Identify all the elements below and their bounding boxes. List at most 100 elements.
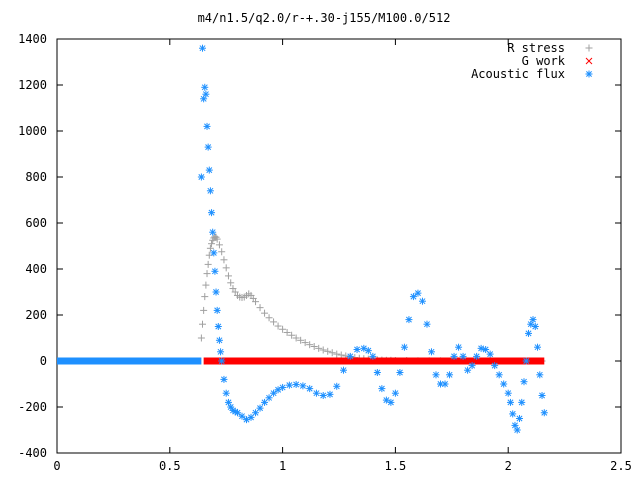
y-tick-label: -400 <box>18 446 47 460</box>
star-d2-stroke <box>207 187 214 194</box>
star-d2-stroke <box>206 167 213 174</box>
star-d2-stroke <box>293 381 300 388</box>
legend-swatch-acoustic-flux <box>585 70 593 78</box>
legend-swatch-g-work <box>585 57 593 65</box>
star-d2-stroke <box>201 84 208 91</box>
star-d2-stroke <box>205 144 212 151</box>
star-d2-stroke <box>257 405 264 412</box>
acoustic-flux-point <box>464 366 472 374</box>
acoustic-flux-point <box>441 380 449 388</box>
star-d2-stroke <box>405 316 412 323</box>
r-stress-point <box>301 339 309 347</box>
y-tick-label: 1200 <box>18 78 47 92</box>
r-stress-point <box>201 293 209 301</box>
r-stress-point <box>288 331 296 339</box>
acoustic-flux-point <box>495 371 503 379</box>
acoustic-flux-point <box>218 357 226 365</box>
acoustic-flux-point <box>373 369 381 376</box>
star-d2-stroke <box>270 390 277 397</box>
acoustic-flux-point <box>418 297 426 305</box>
star-d2-stroke <box>217 348 224 355</box>
star-d2-stroke <box>214 307 221 314</box>
acoustic-flux-point <box>473 352 481 360</box>
acoustic-flux-point <box>292 380 300 388</box>
r-stress-point <box>224 272 232 280</box>
acoustic-flux-point <box>233 409 241 417</box>
plot-frame <box>56 38 622 454</box>
acoustic-flux-point <box>197 173 205 181</box>
acoustic-flux-point <box>340 366 348 374</box>
acoustic-flux-point <box>515 415 523 422</box>
star-d2-stroke <box>446 371 453 378</box>
star-d2-stroke <box>500 381 507 387</box>
r-stress-point <box>252 298 260 306</box>
r-stress-point <box>222 264 230 272</box>
star-d2-stroke <box>505 390 512 397</box>
star-d2-stroke <box>532 323 539 330</box>
acoustic-flux-point <box>536 371 544 379</box>
y-tick-label: 800 <box>25 170 47 184</box>
star-d2-stroke <box>211 268 218 275</box>
acoustic-flux-point <box>513 426 521 434</box>
star-d2-stroke <box>200 95 207 102</box>
acoustic-flux-point <box>500 380 508 388</box>
star-d2-stroke <box>530 316 536 323</box>
r-stress-point <box>200 306 208 314</box>
acoustic-flux-point <box>414 289 422 297</box>
acoustic-flux-point <box>400 343 408 351</box>
star-d2-stroke <box>248 414 254 421</box>
acoustic-flux-point <box>238 412 246 420</box>
acoustic-flux-point <box>270 389 278 397</box>
r-stress-point <box>328 349 336 357</box>
acoustic-flux-point <box>455 343 463 351</box>
legend-swatch-r-stress <box>585 44 593 52</box>
star-d2-stroke <box>514 427 521 433</box>
acoustic-flux-point <box>211 267 219 275</box>
y-tick-label: -200 <box>18 400 47 414</box>
star-d2-stroke <box>478 345 485 352</box>
star-d2-stroke <box>511 422 518 429</box>
acoustic-flux-point <box>353 346 361 353</box>
star-d2-stroke <box>424 321 430 328</box>
star-d2-stroke <box>464 367 471 374</box>
r-stress-point <box>315 344 323 352</box>
star-d2-stroke <box>365 347 372 354</box>
acoustic-flux-point <box>491 362 499 370</box>
star-d2-stroke <box>210 249 217 256</box>
acoustic-flux-point <box>279 383 287 391</box>
acoustic-flux-point <box>209 228 217 236</box>
y-tick-label: 1400 <box>18 32 47 46</box>
acoustic-flux-point <box>214 323 222 330</box>
star-d2-stroke <box>234 409 241 416</box>
series-r-stress <box>197 233 546 365</box>
star-d2-stroke <box>347 353 354 360</box>
y-tick-label: 400 <box>25 262 47 276</box>
r-stress-point <box>306 341 314 349</box>
acoustic-flux-point <box>202 90 210 98</box>
acoustic-flux-point <box>396 369 404 376</box>
star-d2-stroke <box>539 392 546 399</box>
legend-label-r-stress: R stress <box>507 41 565 55</box>
acoustic-flux-point <box>518 398 526 406</box>
star-d2-stroke <box>509 410 516 417</box>
acoustic-flux-point <box>312 389 320 397</box>
r-stress-point <box>199 320 207 328</box>
r-stress-point <box>337 351 345 359</box>
star-d2-stroke <box>333 383 340 390</box>
acoustic-flux-point <box>409 293 417 301</box>
star-d2-stroke <box>216 337 223 344</box>
acoustic-flux-point <box>427 348 435 356</box>
star-d2-stroke <box>252 409 259 416</box>
legend-label-acoustic-flux: Acoustic flux <box>471 67 565 81</box>
r-stress-point <box>270 318 278 326</box>
star-d2-stroke <box>354 346 361 353</box>
acoustic-flux-point <box>387 398 395 406</box>
acoustic-flux-point <box>215 336 223 344</box>
acoustic-flux-point <box>369 352 377 360</box>
star-d2-stroke <box>527 321 534 328</box>
r-stress-point <box>324 347 332 355</box>
star-d2-stroke <box>482 346 489 353</box>
y-tick-label: 0 <box>40 354 47 368</box>
r-stress-point <box>197 334 205 342</box>
star-d2-stroke <box>202 91 209 98</box>
